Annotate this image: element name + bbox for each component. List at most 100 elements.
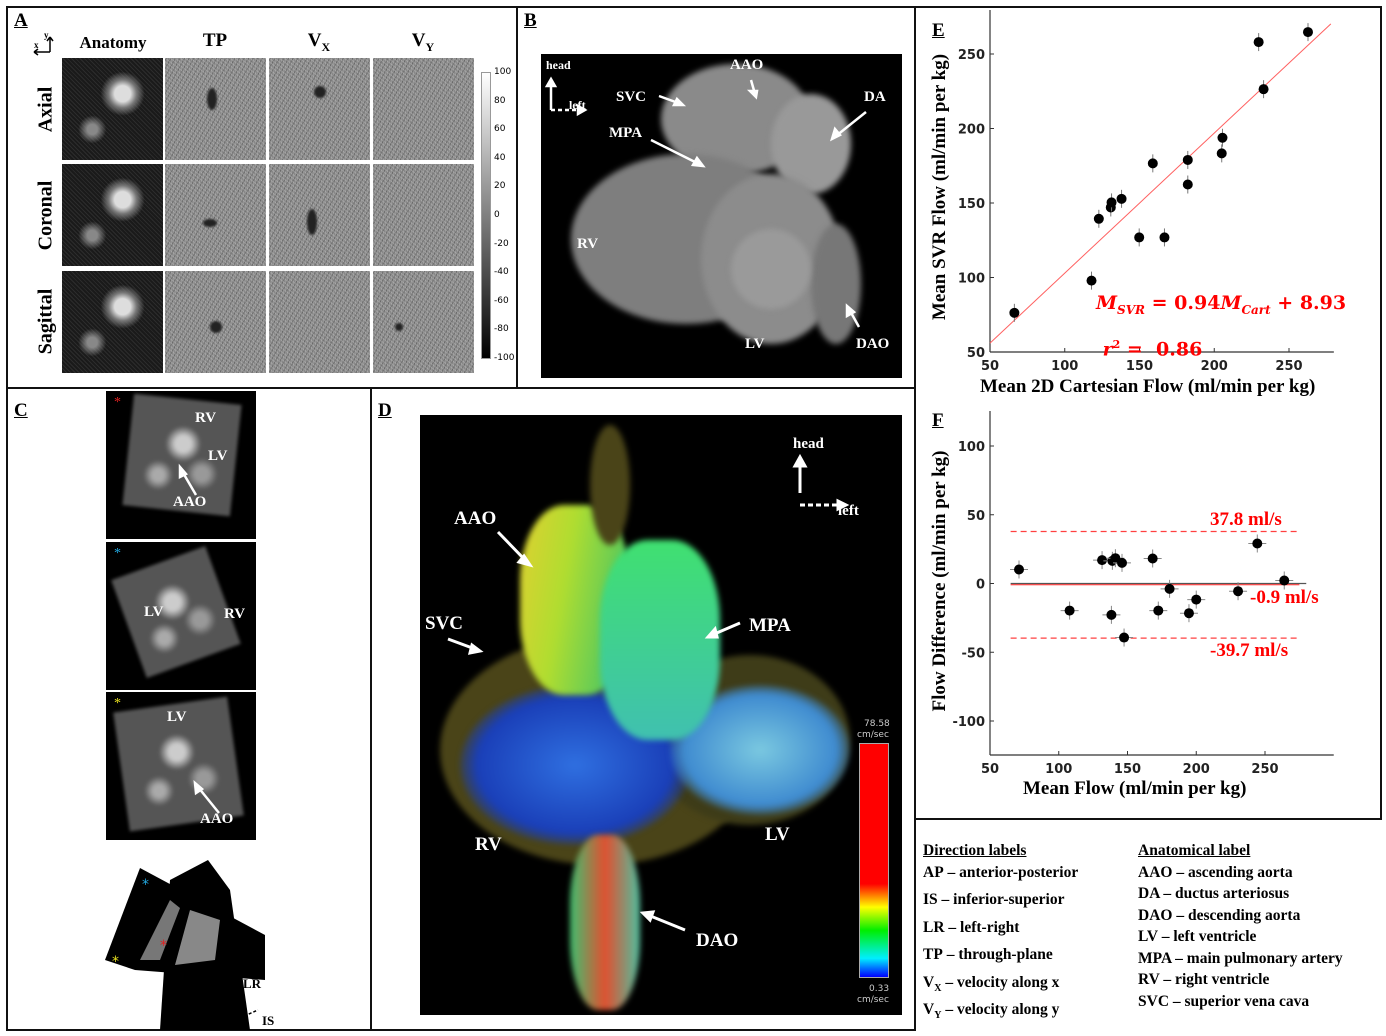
y-tick-label: 0: [976, 578, 985, 593]
column-header-text: V: [411, 30, 426, 51]
label-left: left: [569, 98, 586, 112]
y-tick-label: 100: [958, 272, 985, 287]
y-tick-label: -100: [952, 715, 985, 730]
column-header-anatomy: Anatomy: [63, 33, 163, 53]
arrows-overlay: [544, 76, 867, 328]
eq-sub: Cart: [1241, 302, 1271, 317]
legend-symbol: TP: [923, 946, 943, 964]
direction-legend: Direction labels AP – anterior-posterior…: [923, 840, 1078, 1027]
eq-end: + 8.93: [1270, 292, 1347, 314]
bland-altman-chart-f: 50 100 150 200 250 100 50 0 -50 -100: [952, 411, 1334, 777]
row-header-sagittal: Sagittal: [34, 288, 57, 355]
flow-signal: [210, 321, 222, 333]
x-tick-label: 200: [1201, 359, 1228, 374]
axis-lr: LR: [243, 976, 262, 991]
legend-description: – inferior-superior: [937, 891, 1065, 909]
data-point: [1164, 583, 1175, 594]
data-point: [1064, 605, 1075, 616]
legend-description: – velocity along x: [941, 973, 1060, 991]
panel-e-f: [914, 6, 1382, 820]
data-point: [1106, 197, 1117, 208]
e-y-label: Mean SVR Flow (ml/min per kg): [929, 53, 950, 321]
colorbar-tick: 40: [494, 152, 506, 163]
colorbar-max-unit: cm/sec: [857, 730, 889, 740]
colorbar-min: 0.33: [869, 984, 890, 994]
mri-image-coronal-0: [62, 164, 163, 266]
flow-signal: [307, 209, 317, 235]
legend-subscript: X: [934, 982, 942, 994]
anatomical-legend: Anatomical label AAO – ascending aorta DA…: [1138, 840, 1343, 1012]
scatter-chart-e: 50 100 150 200 250 50 100 150 200 250: [958, 10, 1334, 374]
data-point: [1093, 213, 1104, 224]
regression-equation: MSVR = 0.94MCart + 8.93: [1096, 292, 1346, 317]
mri-image-axial-1: [165, 58, 266, 160]
mri-image-sagittal-1: [165, 271, 266, 373]
eq-mid: = 0.94: [1145, 292, 1221, 314]
direction-legend-title: Direction labels: [923, 842, 1027, 859]
cyan-asterisk-icon: *: [142, 877, 149, 893]
red-asterisk-icon: *: [114, 395, 121, 410]
x-tick-label: 100: [1051, 359, 1078, 374]
data-point: [1147, 553, 1158, 564]
legend-description: – velocity along y: [941, 1001, 1060, 1019]
colorbar-tick: -100: [494, 353, 515, 363]
data-point: [1216, 148, 1227, 159]
axis-y-label: y: [44, 30, 49, 40]
panel-c-label: C: [14, 400, 28, 421]
cyan-asterisk-icon: *: [114, 546, 121, 561]
legend-symbol: V: [923, 1001, 935, 1019]
mean-label: -0.9 ml/s: [1250, 587, 1319, 608]
flow-signal: [207, 88, 217, 110]
legend-symbol: AP: [923, 863, 944, 881]
r-squared: r2 = 0.86: [1096, 316, 1203, 361]
data-point: [1182, 154, 1193, 165]
column-header-vy: VY: [373, 30, 473, 55]
data-point: [1159, 232, 1170, 243]
column-header-tp: TP: [165, 30, 265, 52]
row-header-coronal: Coronal: [34, 180, 57, 251]
panel-b-label: B: [524, 10, 537, 31]
y-tick-label: 100: [958, 440, 985, 455]
label-aao: AAO: [730, 57, 764, 73]
colorbar-tick: 0: [494, 210, 500, 220]
data-point: [1252, 538, 1263, 549]
mri-image-coronal-1: [165, 164, 266, 266]
data-point: [1116, 193, 1127, 204]
anatomical-legend-title: Anatomical label: [1138, 842, 1251, 859]
label-left: left: [838, 503, 859, 519]
lower-limit-label: -39.7 ml/s: [1210, 640, 1289, 661]
c3-aao: AAO: [200, 811, 234, 827]
colorbar-tick: 100: [494, 67, 512, 77]
slice-image-yellow: *: [106, 692, 256, 840]
r2-r: r: [1102, 338, 1113, 361]
r2-val: = 0.86: [1120, 338, 1203, 361]
panel-e-label: E: [932, 20, 945, 41]
label-lv: LV: [765, 824, 790, 845]
data-point: [1183, 608, 1194, 619]
anatomical-legend-item: SVC – superior vena cava: [1138, 992, 1310, 1010]
anatomical-legend-item: LV – left ventricle: [1138, 928, 1257, 945]
data-point: [1302, 27, 1313, 38]
data-point: [1279, 575, 1290, 586]
r2-sup: 2: [1112, 338, 1121, 351]
d-arrows: [447, 453, 850, 932]
orthogonal-planes-3d: * * *: [105, 860, 265, 1030]
anatomical-legend-item: DA – ductus arteriosus: [1138, 885, 1290, 902]
y-tick-label: 50: [967, 346, 985, 361]
eq-sub: SVR: [1117, 302, 1145, 317]
data-point: [1233, 586, 1244, 597]
label-mpa: MPA: [609, 125, 643, 141]
colorbar-tick: 60: [494, 124, 506, 135]
direction-legend-item: IS – inferior-superior: [923, 889, 1078, 917]
red-asterisk-icon: *: [160, 938, 167, 954]
legend-symbol: IS: [923, 891, 938, 909]
y-tick-label: 200: [958, 123, 985, 138]
yellow-asterisk-icon: *: [112, 954, 119, 970]
slice-image-red: *: [106, 391, 256, 539]
legend-description: – anterior-posterior: [943, 863, 1079, 881]
label-mpa: MPA: [749, 615, 791, 636]
mri-image-sagittal-3: [373, 271, 474, 373]
x-tick-label: 50: [981, 762, 999, 777]
colorbar-min-unit: cm/sec: [857, 995, 889, 1005]
data-point: [1217, 132, 1228, 143]
